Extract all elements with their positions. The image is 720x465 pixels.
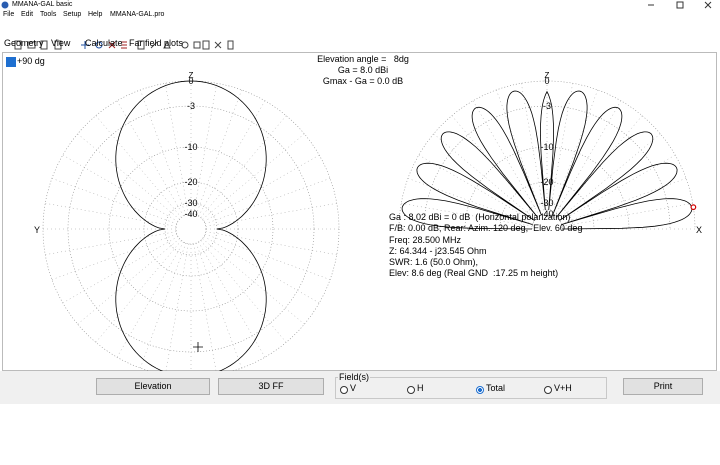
toolbar xyxy=(0,20,720,50)
axis-label: Z xyxy=(188,71,193,80)
toolbar-icons[interactable] xyxy=(9,38,249,52)
result-line: Z: 64.344 - j23.545 Ohm xyxy=(389,245,487,256)
app-window: MMANA-GAL basic File Edit Tools Setup Help MM… xyxy=(0,0,720,404)
menu-item[interactable]: Tools xyxy=(40,11,57,18)
menu-item[interactable]: Edit xyxy=(21,11,34,18)
menu-item[interactable]: Setup xyxy=(63,11,82,18)
info-box: Elevation angle = 8dg Ga = 8.0 dBi Gmax - … xyxy=(283,54,443,87)
bottom-bar: Field(s) Elevation 3D FF Print V H Total V+H xyxy=(0,371,720,404)
grid-spoke xyxy=(77,238,180,325)
grid-spoke xyxy=(95,115,182,218)
grid-spoke xyxy=(62,154,179,222)
result-line: Ga : 8.02 dBi = 0 dB (Horizontal polariz… xyxy=(389,212,571,222)
title-bar: MMANA-GAL basic xyxy=(0,0,720,10)
menu-bar: File Edit Tools Setup Help MMANA-GAL.pro xyxy=(0,10,720,20)
checkbox-label: +90 dg xyxy=(17,56,45,66)
results-box: Ga : 8.02 dBi = 0 dB (Horizontal polariz… xyxy=(389,212,582,280)
info-line: Ga = 8.0 dBi xyxy=(337,65,389,75)
ring-label: 0 xyxy=(544,76,549,86)
ring-label: -20 xyxy=(184,177,197,187)
tab-bar: Geometry View Calculate Far field plots xyxy=(0,36,720,51)
button[interactable]: Print xyxy=(623,378,703,395)
grid-ring xyxy=(499,181,595,230)
result-line: Freq: 28.500 MHz xyxy=(389,234,462,245)
app-icon xyxy=(1,1,9,9)
button[interactable]: 3D FF xyxy=(218,378,324,395)
axis-label: Z xyxy=(544,71,549,80)
ring-label: -30 xyxy=(184,198,197,208)
checkbox[interactable] xyxy=(6,57,16,102)
cursor-cross xyxy=(192,342,203,352)
grid-spoke xyxy=(203,236,320,304)
grid-spoke xyxy=(164,243,189,375)
plot-panel: 0 -3 -10 -20 -30 -40 Z Y 0 -3 -10 -20 -30 -40 Z X +90 d… xyxy=(2,52,717,378)
ring-label: -20 xyxy=(540,177,553,187)
grid-spoke xyxy=(203,154,320,222)
window-title: MMANA-GAL basic xyxy=(12,1,73,8)
grid-spoke xyxy=(200,240,287,343)
window-controls[interactable] xyxy=(640,0,720,10)
grid-spoke xyxy=(193,243,217,375)
radio-label[interactable]: H xyxy=(417,383,424,393)
radio-button[interactable] xyxy=(476,386,484,394)
radio-button[interactable] xyxy=(340,386,348,394)
radiation-pattern xyxy=(115,80,267,378)
ring-label: -10 xyxy=(540,142,553,152)
radio-button[interactable] xyxy=(407,386,415,394)
axis-label: X xyxy=(696,225,702,235)
field-group-title: Field(s) xyxy=(338,372,371,382)
grid-ring xyxy=(143,181,239,277)
grid-spoke xyxy=(554,100,622,217)
grid-ring xyxy=(108,146,274,312)
max-marker xyxy=(690,204,697,211)
ring-label: -40 xyxy=(184,209,197,219)
radio-label[interactable]: V xyxy=(350,383,357,393)
radio-label[interactable]: Total xyxy=(486,383,506,393)
grid-spoke xyxy=(45,231,177,255)
ring-label: -40 xyxy=(540,209,553,219)
radiation-pattern xyxy=(401,90,693,230)
tab[interactable]: View xyxy=(51,38,71,48)
radio-button[interactable] xyxy=(544,386,552,394)
info-line: Gmax - Ga = 0.0 dB xyxy=(322,76,404,86)
menu-item[interactable]: File xyxy=(3,11,15,18)
grid-spoke xyxy=(95,240,182,343)
result-line: F/B: 0.00 dB; Rear: Azim. 120 deg, Elev.… xyxy=(389,223,583,234)
ring-label: 0 xyxy=(188,76,193,86)
axis-label: Y xyxy=(34,225,40,235)
grid-ring xyxy=(464,146,630,230)
tab[interactable]: Geometry xyxy=(4,38,44,48)
result-line: SWR: 1.6 (50.0 Ohm), xyxy=(389,257,479,268)
menu-item[interactable]: MMANA-GAL.pro xyxy=(110,11,165,18)
result-line: Elev: 8.6 deg (Real GND :17.25 m height) xyxy=(389,268,559,279)
grid-spoke xyxy=(62,236,179,304)
button[interactable]: Elevation xyxy=(96,378,210,395)
field-group xyxy=(335,377,607,399)
grid-spoke xyxy=(205,231,337,255)
tab[interactable]: Calculate xyxy=(85,38,123,48)
grid-spoke xyxy=(200,115,287,218)
tab[interactable]: Far field plots xyxy=(129,38,184,48)
grid-spoke xyxy=(45,203,177,227)
grid-ring xyxy=(423,105,671,230)
radio-label[interactable]: V+H xyxy=(554,383,572,393)
grid-spoke xyxy=(472,100,540,217)
info-line: Elevation angle = 8dg xyxy=(317,54,409,64)
ring-label: -3 xyxy=(187,101,195,111)
ring-label: -30 xyxy=(540,198,553,208)
grid-spoke xyxy=(202,133,305,220)
grid-spoke xyxy=(205,203,337,227)
ring-label: -3 xyxy=(543,101,551,111)
grid-spoke xyxy=(77,133,180,220)
ring-label: -10 xyxy=(184,142,197,152)
menu-item[interactable]: Help xyxy=(88,11,103,18)
grid-spoke xyxy=(202,238,305,325)
